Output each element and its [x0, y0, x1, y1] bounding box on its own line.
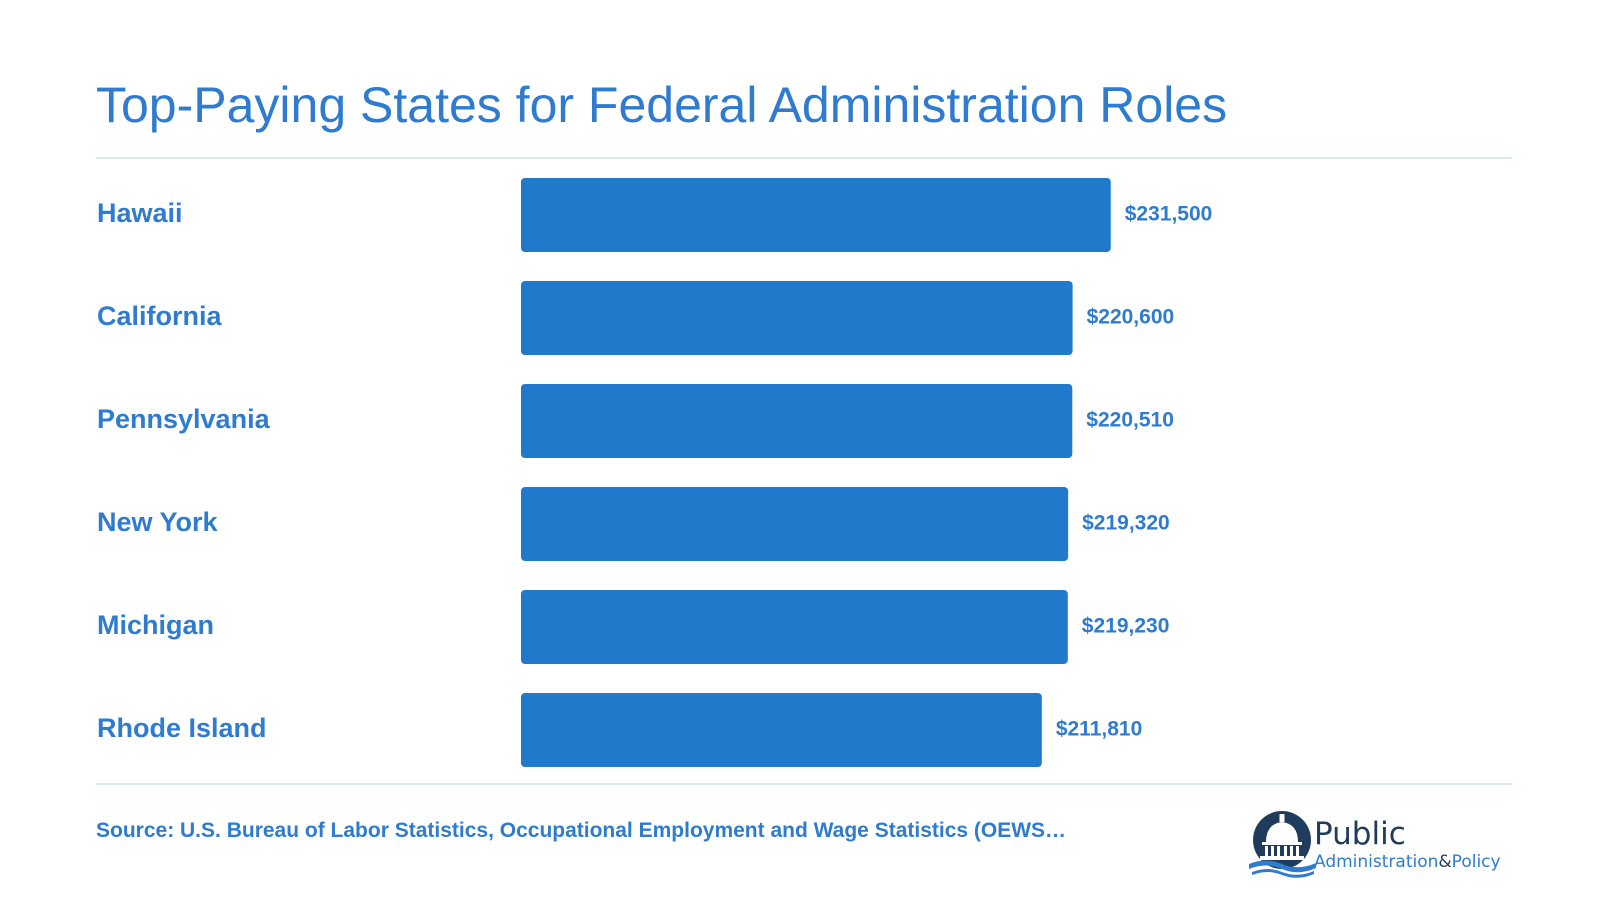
- logo-text-policy: Policy: [1451, 852, 1501, 872]
- category-label: Pennsylvania: [97, 404, 271, 434]
- value-label: $219,320: [1082, 512, 1170, 535]
- value-label: $220,510: [1086, 409, 1174, 432]
- logo-text-admin-word: Administration: [1314, 852, 1439, 872]
- logo-ampersand: &: [1438, 852, 1452, 872]
- category-label: Rhode Island: [97, 713, 267, 743]
- logo-text-public: Public: [1314, 816, 1406, 852]
- bar: [521, 178, 1111, 252]
- value-label: $211,810: [1056, 718, 1142, 741]
- category-label: California: [97, 301, 223, 331]
- bar: [521, 487, 1069, 561]
- bar: [521, 693, 1042, 767]
- category-label: Hawaii: [97, 198, 183, 228]
- value-label: $220,600: [1087, 306, 1175, 329]
- bar: [521, 384, 1073, 458]
- value-label: $219,230: [1082, 615, 1170, 638]
- publisher-logo: Public Administration&Policy: [1248, 808, 1518, 880]
- bar: [521, 281, 1073, 355]
- capitol-dome-icon: [1249, 811, 1316, 878]
- category-label: New York: [97, 507, 219, 537]
- top-divider: [96, 157, 1512, 159]
- value-label: $231,500: [1125, 203, 1213, 226]
- source-note: Source: U.S. Bureau of Labor Statistics,…: [96, 819, 1067, 842]
- chart-title: Top-Paying States for Federal Administra…: [96, 77, 1228, 133]
- bar: [521, 590, 1068, 664]
- bottom-divider: [96, 783, 1512, 785]
- logo-text-administration: Administration&Policy: [1314, 852, 1501, 872]
- category-label: Michigan: [97, 610, 214, 640]
